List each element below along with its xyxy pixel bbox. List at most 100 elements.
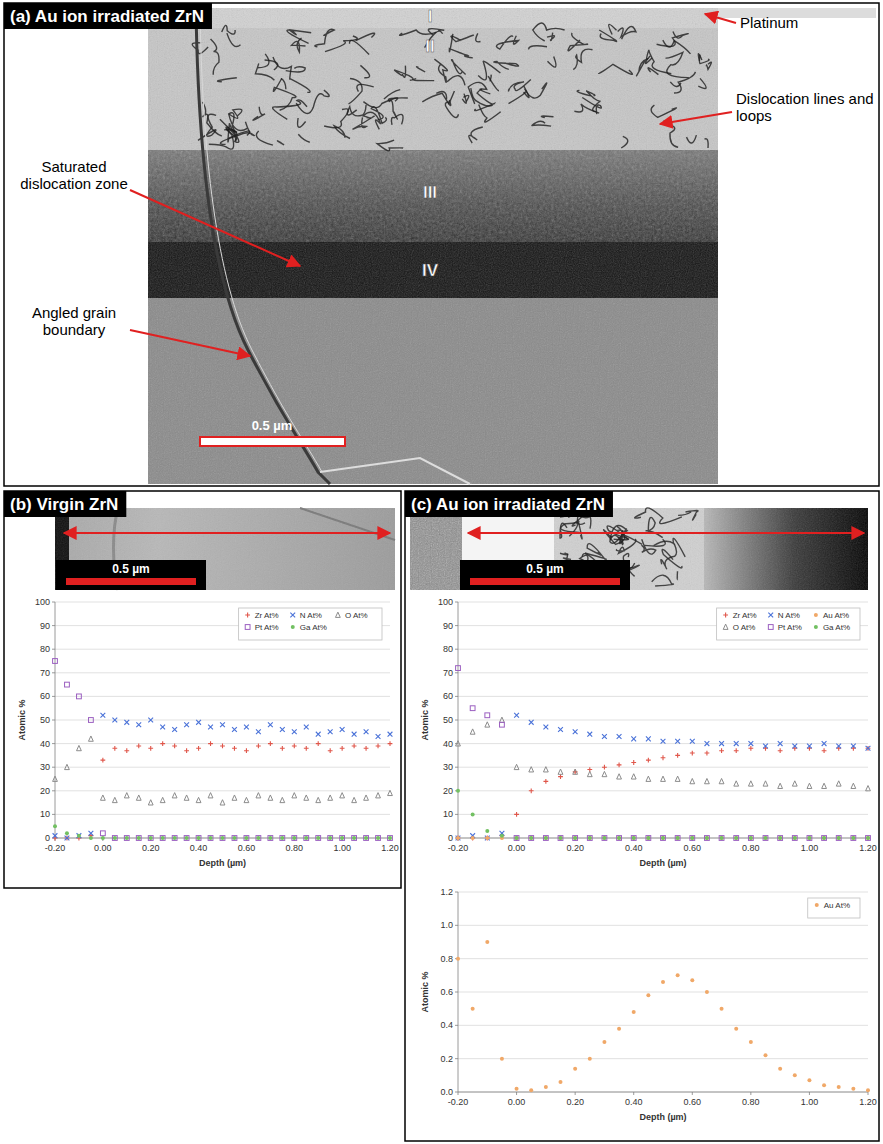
y-tick-label: 10 bbox=[40, 809, 50, 819]
data-point bbox=[602, 836, 606, 840]
dislocation-line bbox=[211, 39, 220, 75]
dislocation-line bbox=[599, 64, 633, 74]
text-line: Dislocation lines and bbox=[736, 90, 874, 107]
data-point bbox=[352, 744, 357, 749]
data-point bbox=[471, 812, 475, 816]
data-point bbox=[734, 1027, 738, 1031]
data-point bbox=[471, 1007, 475, 1011]
data-point bbox=[340, 836, 345, 841]
panel-frame bbox=[4, 3, 879, 486]
legend-label: Au At% bbox=[823, 611, 849, 620]
data-point bbox=[543, 779, 548, 784]
data-point bbox=[280, 797, 285, 802]
dislocation-line bbox=[273, 79, 296, 111]
y-tick bbox=[52, 720, 55, 721]
data-point bbox=[53, 824, 57, 828]
data-point bbox=[136, 744, 141, 749]
data-point bbox=[232, 795, 237, 800]
dislocation-line bbox=[479, 104, 501, 122]
arrow bbox=[660, 112, 732, 124]
legend-label: Pt At% bbox=[778, 623, 802, 632]
y-tick-label: 50 bbox=[443, 715, 453, 725]
data-point bbox=[196, 836, 201, 841]
dislocation-line bbox=[663, 121, 678, 147]
grid-line bbox=[55, 696, 390, 697]
text-line: boundary bbox=[43, 321, 106, 338]
data-point bbox=[544, 1085, 548, 1089]
data-point bbox=[328, 836, 333, 841]
data-point bbox=[456, 957, 460, 961]
data-point bbox=[529, 1088, 533, 1092]
data-point bbox=[822, 836, 827, 841]
data-point bbox=[734, 836, 738, 840]
x-tick-label: 0.80 bbox=[742, 1097, 760, 1107]
grid-line bbox=[55, 814, 390, 815]
series bbox=[53, 659, 393, 841]
data-point bbox=[244, 725, 249, 730]
data-point bbox=[88, 831, 93, 836]
data-point bbox=[675, 739, 680, 744]
grid-line bbox=[458, 892, 868, 893]
data-point bbox=[529, 836, 533, 840]
data-point bbox=[292, 836, 296, 840]
data-point bbox=[208, 793, 213, 798]
data-point bbox=[675, 753, 680, 758]
x-tick-label: 0.20 bbox=[142, 843, 160, 853]
data-point bbox=[617, 774, 622, 779]
data-point bbox=[529, 836, 533, 840]
data-point bbox=[778, 748, 783, 753]
data-point bbox=[280, 836, 284, 840]
x-tick-label: 1.20 bbox=[859, 1097, 877, 1107]
zone-label: IV bbox=[422, 261, 439, 280]
data-point bbox=[748, 836, 753, 841]
data-point bbox=[364, 746, 369, 751]
data-point bbox=[793, 836, 797, 840]
data-point bbox=[792, 836, 797, 841]
panel-title-bg bbox=[4, 491, 126, 517]
x-tick-label: 0.60 bbox=[684, 1097, 702, 1107]
dislocation-line bbox=[451, 35, 473, 42]
y-tick bbox=[455, 649, 458, 650]
data-point bbox=[602, 836, 606, 840]
data-point bbox=[675, 776, 680, 781]
legend-box bbox=[717, 608, 860, 640]
data-point bbox=[851, 836, 856, 841]
grid-line bbox=[458, 602, 868, 603]
y-tick-label: 30 bbox=[443, 762, 453, 772]
data-point bbox=[851, 1087, 855, 1091]
x-tick-label: -0.20 bbox=[45, 843, 66, 853]
data-point bbox=[778, 836, 782, 840]
dislocation-line bbox=[449, 34, 472, 58]
data-point bbox=[53, 659, 58, 664]
dislocation-line bbox=[253, 107, 265, 121]
y-tick-label: 0.4 bbox=[440, 1020, 453, 1030]
dislocation-line bbox=[356, 33, 375, 41]
data-point bbox=[124, 748, 129, 753]
data-point bbox=[646, 758, 651, 763]
scale-bar: 0.5 µm bbox=[56, 560, 206, 590]
data-point bbox=[232, 727, 237, 732]
data-point bbox=[836, 836, 841, 841]
y-tick-label: 70 bbox=[443, 668, 453, 678]
legend-marker bbox=[815, 903, 819, 907]
data-point bbox=[558, 727, 563, 732]
y-tick bbox=[455, 672, 458, 673]
data-point bbox=[719, 741, 724, 746]
scale-bar-label: 0.5 µm bbox=[526, 562, 564, 576]
data-point bbox=[617, 836, 621, 840]
data-point bbox=[470, 729, 475, 734]
legend-label: O At% bbox=[733, 623, 756, 632]
y-tick-label: 0 bbox=[45, 833, 50, 843]
data-point bbox=[617, 734, 622, 739]
data-point bbox=[646, 993, 650, 997]
data-point bbox=[778, 783, 783, 788]
grid-line bbox=[55, 790, 390, 791]
series bbox=[53, 736, 393, 805]
dislocation-line bbox=[636, 58, 651, 76]
annotation: Saturateddislocation zone bbox=[20, 158, 128, 192]
data-point bbox=[148, 800, 153, 805]
data-point bbox=[100, 795, 105, 800]
data-point bbox=[125, 836, 129, 840]
y-tick bbox=[455, 1058, 458, 1059]
data-point bbox=[77, 745, 82, 750]
